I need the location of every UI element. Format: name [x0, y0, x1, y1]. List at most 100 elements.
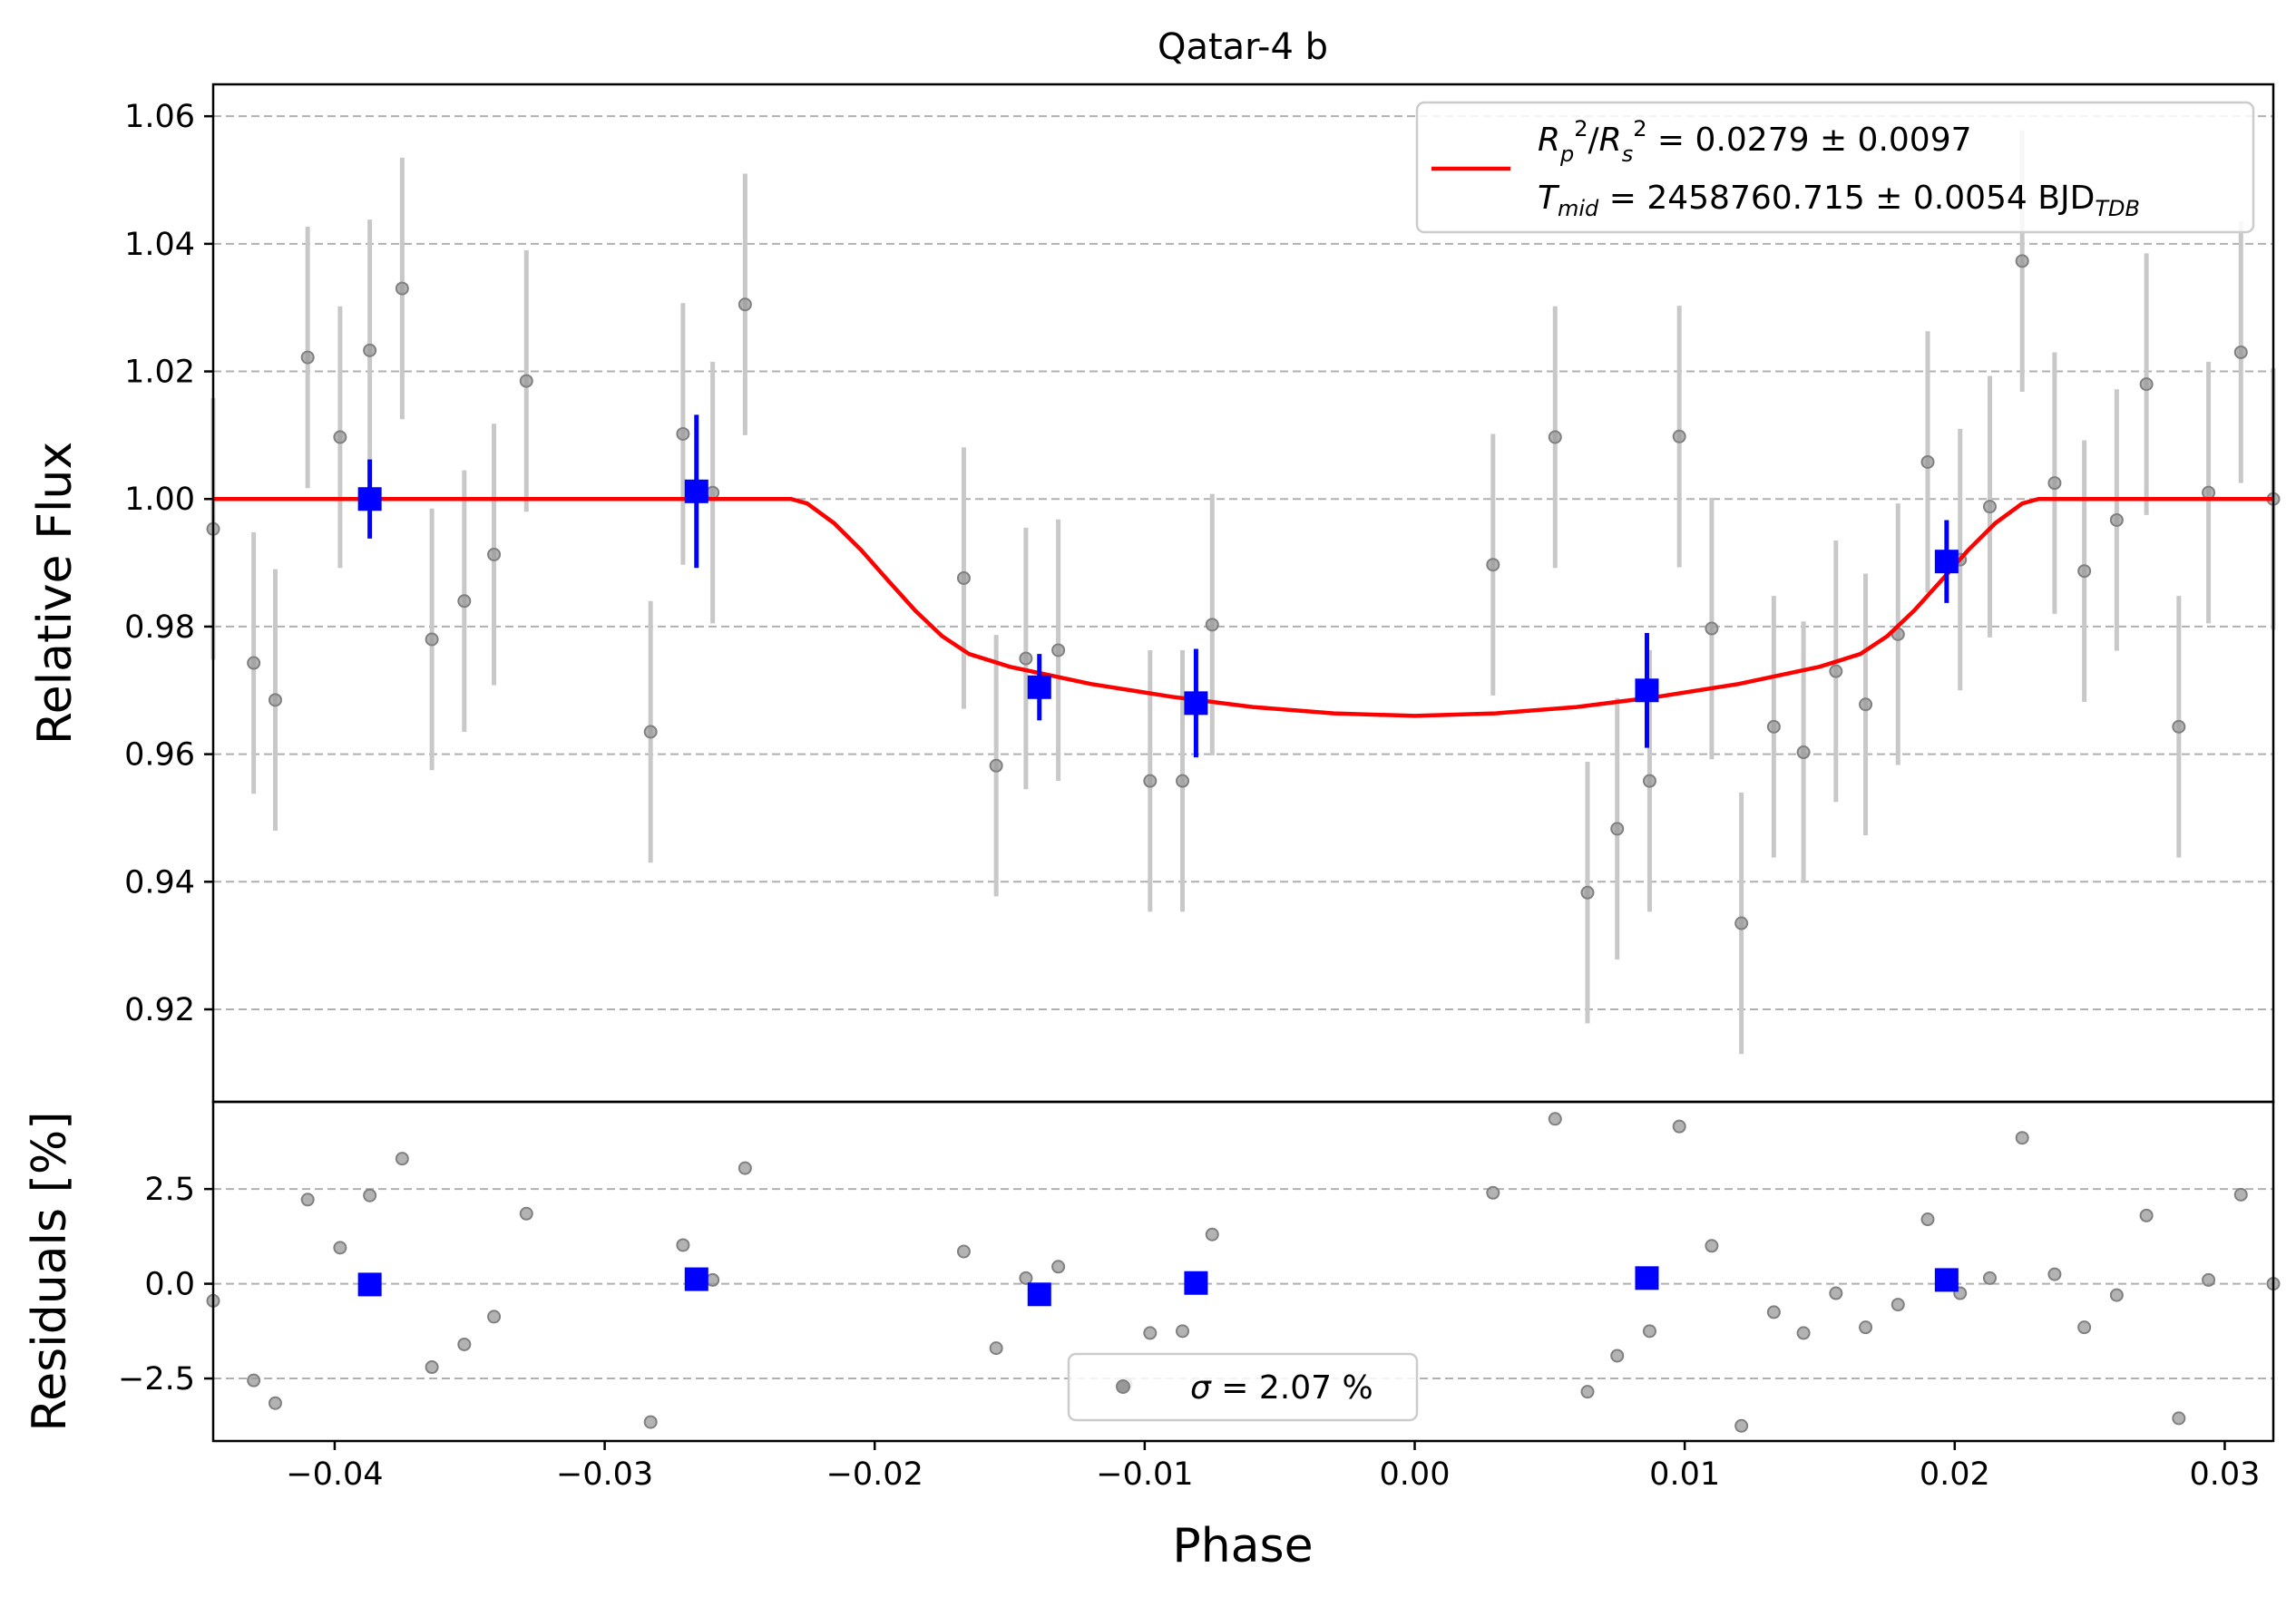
data-point — [1176, 774, 1190, 788]
top-binned-points — [357, 414, 1959, 758]
data-point — [2109, 512, 2124, 527]
y-tick-label: 0.98 — [124, 609, 195, 646]
residual-point — [1486, 1185, 1500, 1200]
y-tick-label: 1.06 — [124, 99, 195, 135]
x-axis: −0.04 −0.03 −0.02 −0.01 0.00 0.01 0.02 0.03 — [286, 1441, 2260, 1493]
x-tick-label: −0.04 — [286, 1456, 383, 1493]
bottom-panel-frame — [211, 1100, 2275, 1443]
y-tick-label: 2.5 — [144, 1172, 195, 1208]
x-tick-label: −0.02 — [826, 1456, 923, 1493]
residual-point — [989, 1341, 1003, 1356]
residual-point — [1548, 1112, 1562, 1126]
data-point — [643, 725, 658, 739]
residual-point — [2109, 1288, 2124, 1302]
data-point — [706, 485, 720, 500]
data-point — [676, 426, 690, 441]
data-point — [247, 656, 261, 670]
bottom-residual-points — [206, 1112, 2281, 1433]
legend-residual-marker — [1116, 1379, 1130, 1394]
data-point — [2139, 377, 2154, 392]
x-tick-label: 0.01 — [1649, 1456, 1720, 1493]
data-point — [1019, 651, 1033, 666]
y-tick-label: −2.5 — [118, 1361, 195, 1397]
top-data-points — [206, 254, 2281, 930]
y-tick-label: 0.0 — [144, 1267, 195, 1303]
x-tick-label: 0.02 — [1920, 1456, 1990, 1493]
bottom-legend: σ = 2.07 % — [1067, 1352, 1419, 1422]
y-tick-label: 0.92 — [124, 992, 195, 1028]
residual-point — [1143, 1326, 1158, 1340]
data-point — [2202, 485, 2216, 500]
binned-point — [684, 479, 708, 503]
residual-point — [1019, 1271, 1033, 1285]
data-point — [2233, 345, 2248, 359]
binned-point — [1184, 691, 1208, 716]
bottom-y-axis: −2.5 0.0 2.5 — [118, 1172, 213, 1397]
residual-point — [1610, 1349, 1625, 1363]
legend-line-1: Rp2/Rs2 = 0.0279 ± 0.0097 — [1538, 116, 1972, 167]
data-point — [1734, 916, 1749, 930]
data-point — [425, 632, 439, 647]
binned-point — [1635, 678, 1659, 703]
residual-point — [1580, 1385, 1595, 1399]
residual-point — [333, 1241, 347, 1255]
residual-point — [425, 1360, 439, 1375]
data-point — [519, 374, 533, 388]
binned-residual-point — [1635, 1266, 1659, 1290]
data-point — [1705, 621, 1719, 636]
y-tick-label: 1.02 — [124, 355, 195, 391]
data-point — [2172, 719, 2186, 734]
data-point — [2077, 564, 2092, 579]
chart-title: Qatar-4 b — [1158, 26, 1328, 68]
residual-point — [956, 1244, 971, 1259]
data-point — [1642, 774, 1656, 788]
binned-residual-point — [1027, 1282, 1051, 1307]
residual-point — [1051, 1260, 1066, 1274]
data-point — [300, 350, 315, 365]
residual-point — [1176, 1324, 1190, 1339]
residual-point — [738, 1161, 752, 1175]
x-tick-label: 0.00 — [1380, 1456, 1451, 1493]
residual-point — [1766, 1305, 1781, 1319]
top-legend: Rp2/Rs2 = 0.0279 ± 0.0097 Tmid = 2458760… — [1415, 101, 2255, 234]
binned-residual-point — [1934, 1268, 1959, 1292]
y-tick-label: 0.96 — [124, 737, 195, 774]
residual-point — [2015, 1131, 2029, 1145]
data-point — [1766, 719, 1781, 734]
residual-point — [247, 1373, 261, 1388]
data-point — [1920, 454, 1935, 469]
residual-point — [2233, 1187, 2248, 1202]
top-ylabel: Relative Flux — [28, 442, 83, 745]
residual-point — [1672, 1119, 1686, 1134]
data-point — [989, 758, 1003, 773]
top-gridlines — [213, 115, 2273, 1010]
data-point — [1672, 429, 1686, 443]
y-tick-label: 1.04 — [124, 227, 195, 263]
binned-point — [357, 487, 382, 511]
residual-point — [300, 1193, 315, 1207]
binned-residual-point — [1184, 1271, 1208, 1295]
residual-point — [2202, 1272, 2216, 1287]
x-axis-label: Phase — [1172, 1519, 1313, 1573]
top-y-axis: 0.92 0.94 0.96 0.98 1.00 1.02 1.04 1.06 — [124, 99, 213, 1028]
residual-point — [268, 1396, 282, 1410]
residual-point — [2172, 1411, 2186, 1426]
residual-point — [1205, 1227, 1219, 1242]
data-point — [956, 570, 971, 585]
data-point — [1486, 558, 1500, 572]
data-point — [395, 281, 409, 296]
data-point — [333, 430, 347, 444]
residual-point — [2139, 1208, 2154, 1222]
legend-line-2: Tmid = 2458760.715 ± 0.0054 BJDTDB — [1538, 180, 2140, 221]
y-tick-label: 0.94 — [124, 864, 195, 901]
residual-point — [1642, 1324, 1656, 1339]
residual-point — [1734, 1418, 1749, 1433]
residual-point — [1920, 1212, 1935, 1227]
residual-point — [2077, 1320, 2092, 1335]
x-tick-label: −0.03 — [556, 1456, 653, 1493]
residual-point — [643, 1415, 658, 1429]
residual-point — [487, 1310, 502, 1324]
residual-point — [1891, 1298, 1905, 1312]
data-point — [1796, 745, 1811, 760]
data-point — [2015, 254, 2029, 268]
